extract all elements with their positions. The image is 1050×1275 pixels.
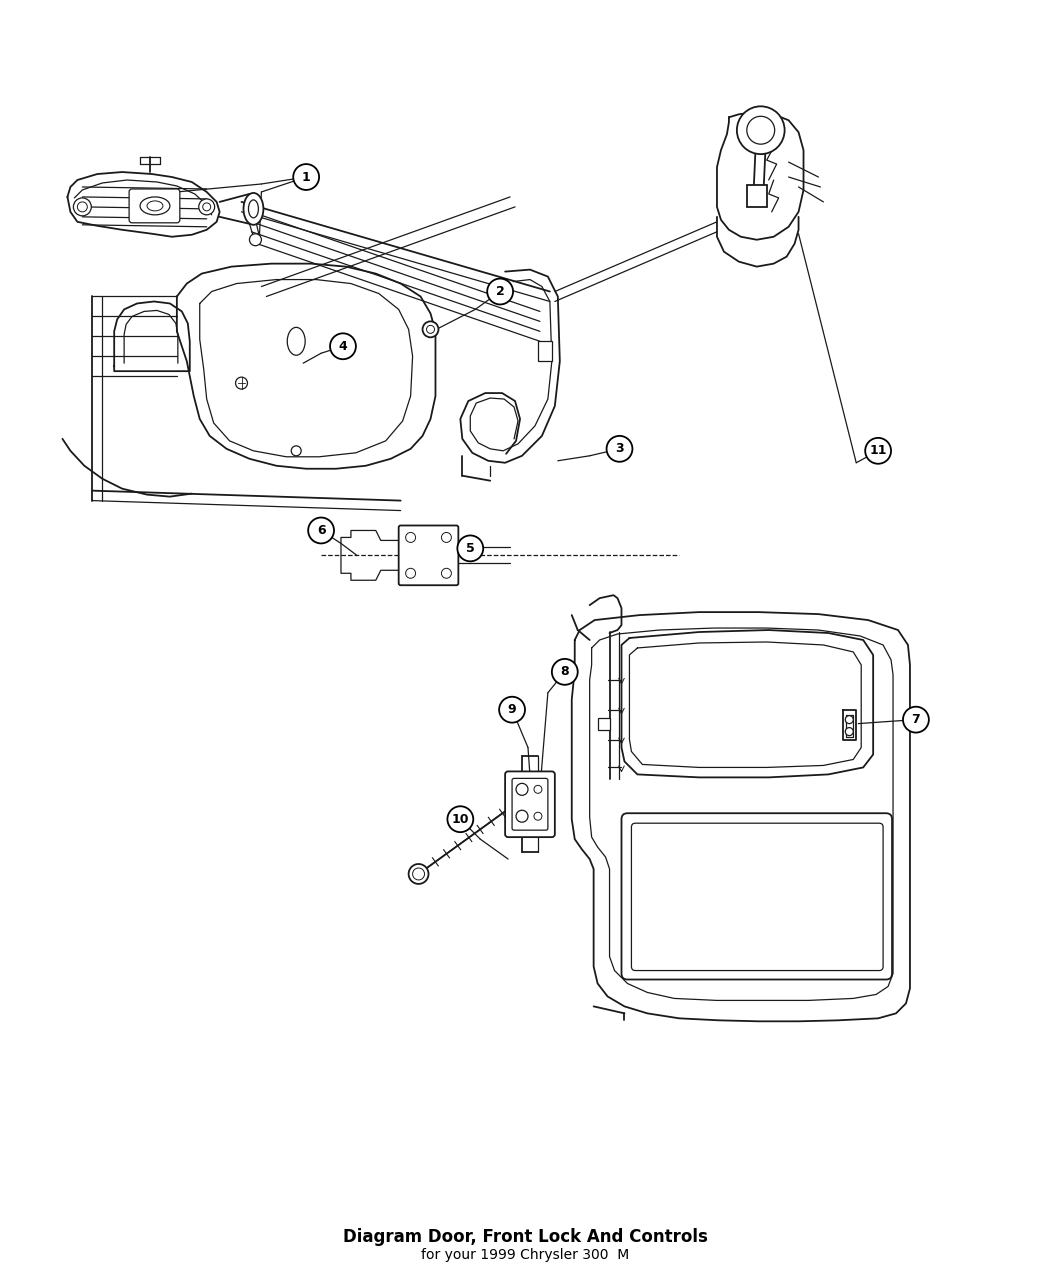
Circle shape [747,116,775,144]
Bar [597,718,610,729]
FancyBboxPatch shape [512,778,548,830]
Text: 1: 1 [301,171,311,184]
Circle shape [291,446,301,455]
Circle shape [487,278,513,305]
Ellipse shape [140,196,170,215]
Ellipse shape [288,328,306,356]
Circle shape [293,164,319,190]
Circle shape [203,203,211,210]
Text: Diagram Door, Front Lock And Controls: Diagram Door, Front Lock And Controls [342,1228,708,1247]
Circle shape [441,533,452,542]
Circle shape [903,706,929,733]
Text: 4: 4 [338,339,348,353]
Circle shape [534,785,542,793]
Ellipse shape [147,201,163,210]
Circle shape [250,233,261,246]
Text: for your 1999 Chrysler 300  M: for your 1999 Chrysler 300 M [421,1248,629,1262]
Circle shape [235,377,248,389]
Circle shape [737,106,784,154]
Text: 2: 2 [496,286,504,298]
Ellipse shape [244,193,264,224]
Text: 11: 11 [869,444,887,458]
Circle shape [607,436,632,462]
Circle shape [74,198,91,215]
Circle shape [552,659,578,685]
FancyBboxPatch shape [622,813,892,979]
Circle shape [408,864,428,884]
Bar [747,185,766,207]
Circle shape [458,536,483,561]
Circle shape [845,715,854,724]
Text: 6: 6 [317,524,326,537]
Text: 8: 8 [561,666,569,678]
Circle shape [413,868,424,880]
FancyBboxPatch shape [505,771,554,838]
Circle shape [308,518,334,543]
Text: 5: 5 [466,542,475,555]
Circle shape [516,810,528,822]
Circle shape [499,696,525,723]
Ellipse shape [249,200,258,218]
Circle shape [516,783,528,796]
FancyBboxPatch shape [631,824,883,970]
Circle shape [447,806,474,833]
Circle shape [845,728,854,736]
Circle shape [422,321,439,338]
Circle shape [426,325,435,333]
FancyBboxPatch shape [399,525,459,585]
FancyBboxPatch shape [129,189,180,223]
Circle shape [865,437,891,464]
Text: 10: 10 [452,812,469,826]
Text: 3: 3 [615,442,624,455]
Circle shape [330,333,356,360]
Circle shape [405,533,416,542]
Text: 7: 7 [911,713,920,727]
Circle shape [405,569,416,579]
Bar [538,342,552,361]
Circle shape [534,812,542,820]
Circle shape [198,199,214,215]
Text: 9: 9 [508,704,517,717]
Circle shape [441,569,452,579]
Circle shape [78,201,87,212]
